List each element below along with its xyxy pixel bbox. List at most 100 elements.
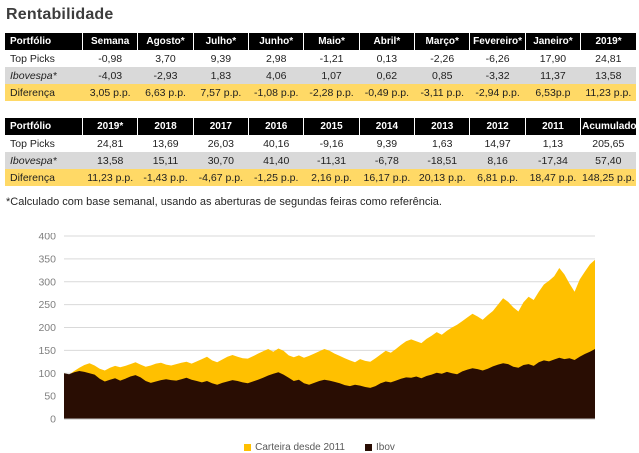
value-cell: 4,06 xyxy=(248,67,304,84)
column-header: 2012 xyxy=(469,118,526,135)
legend-item: Carteira desde 2011 xyxy=(244,442,345,453)
value-cell: 1,07 xyxy=(303,67,360,84)
column-header: Portfólio xyxy=(5,118,83,135)
value-cell: 0,13 xyxy=(359,50,415,67)
column-header: 2018 xyxy=(137,118,194,135)
value-cell: -2,94 p.p. xyxy=(469,84,526,101)
value-cell: -1,21 xyxy=(303,50,360,67)
column-header: Janeiro* xyxy=(524,33,581,50)
column-header: 2017 xyxy=(192,118,249,135)
value-cell: 18,47 p.p. xyxy=(525,169,581,186)
value-cell: -3,32 xyxy=(469,67,526,84)
column-header: 2011 xyxy=(524,118,581,135)
column-header: 2015 xyxy=(303,118,360,135)
value-cell: -3,11 p.p. xyxy=(414,84,470,101)
value-cell: 11,37 xyxy=(525,67,581,84)
y-axis-tick-label: 250 xyxy=(38,299,56,311)
value-cell: 2,98 xyxy=(248,50,304,67)
value-cell: 1,83 xyxy=(193,67,249,84)
value-cell: 11,23 p.p. xyxy=(82,169,138,186)
yearly-performance-table: Portfólio 2019* 2018 2017 2016 2015 2014 2013 20… xyxy=(5,118,636,186)
y-axis-tick-label: 200 xyxy=(38,322,56,334)
value-cell: 11,23 p.p. xyxy=(580,84,636,101)
value-cell: -11,31 xyxy=(303,152,360,169)
legend-swatch-icon xyxy=(364,444,372,451)
calculation-footnote: *Calculado com base semanal, usando as a… xyxy=(6,196,442,208)
value-cell: -18,51 xyxy=(414,152,470,169)
page-title: Rentabilidade xyxy=(6,6,114,23)
value-cell: -9,16 xyxy=(303,135,360,152)
table-row: Top Picks 24,81 13,69 26,03 40,16 -9,16 9,39 1,… xyxy=(5,135,636,152)
value-cell: 7,57 p.p. xyxy=(193,84,249,101)
value-cell: 0,62 xyxy=(359,67,415,84)
column-header: 2016 xyxy=(248,118,304,135)
legend-label: Ibov xyxy=(375,442,395,453)
table-row: Top Picks -0,98 3,70 9,39 2,98 -1,21 0,13 -2,26… xyxy=(5,50,636,67)
column-header: 2014 xyxy=(358,118,415,135)
monthly-performance-table: Portfólio Semana Agosto* Julho* Junho* Maio* A… xyxy=(5,33,636,101)
ibov-area-series xyxy=(64,349,595,419)
value-cell: -2,28 p.p. xyxy=(303,84,360,101)
value-cell: 14,97 xyxy=(469,135,526,152)
table-header-row: Portfólio Semana Agosto* Julho* Junho* Maio* A… xyxy=(5,33,636,50)
value-cell: 6,63 p.p. xyxy=(137,84,194,101)
row-label: Top Picks xyxy=(5,135,83,152)
value-cell: 9,39 xyxy=(359,135,415,152)
value-cell: 15,11 xyxy=(137,152,194,169)
value-cell: -2,26 xyxy=(414,50,470,67)
value-cell: -1,43 p.p. xyxy=(137,169,194,186)
value-cell: -6,26 xyxy=(469,50,526,67)
row-label: Ibovespa* xyxy=(5,152,83,169)
row-label: Diferença xyxy=(5,84,83,101)
column-header: Acumulado xyxy=(580,118,636,135)
legend-swatch-icon xyxy=(244,444,252,451)
value-cell: 16,17 p.p. xyxy=(359,169,415,186)
value-cell: 3,05 p.p. xyxy=(82,84,138,101)
column-header: 2013 xyxy=(414,118,470,135)
value-cell: -2,93 xyxy=(137,67,194,84)
value-cell: 20,13 p.p. xyxy=(414,169,470,186)
column-header: Agosto* xyxy=(137,33,194,50)
y-axis-tick-label: 0 xyxy=(50,414,56,426)
value-cell: 41,40 xyxy=(248,152,304,169)
value-cell: -4,03 xyxy=(82,67,138,84)
y-axis-tick-label: 350 xyxy=(38,253,56,265)
area-chart-canvas: 0 50 100 150 200 250 300 350 400 xyxy=(38,231,595,426)
legend-label: Carteira desde 2011 xyxy=(255,442,345,453)
value-cell: 24,81 xyxy=(580,50,636,67)
column-header: Julho* xyxy=(192,33,249,50)
column-header: 2019* xyxy=(580,33,636,50)
value-cell: 13,69 xyxy=(137,135,194,152)
value-cell: 3,70 xyxy=(137,50,194,67)
value-cell: 9,39 xyxy=(193,50,249,67)
value-cell: -4,67 p.p. xyxy=(193,169,249,186)
table-row: Diferença 3,05 p.p. 6,63 p.p. 7,57 p.p. -1,0… xyxy=(5,84,636,101)
value-cell: 6,53p.p xyxy=(525,84,581,101)
value-cell: 1,13 xyxy=(525,135,581,152)
value-cell: -0,98 xyxy=(82,50,138,67)
column-header: Portfólio xyxy=(5,33,83,50)
column-header: Junho* xyxy=(248,33,304,50)
value-cell: 8,16 xyxy=(469,152,526,169)
table-row: Ibovespa* -4,03 -2,93 1,83 4,06 1,07 0,62 0,85-… xyxy=(5,67,636,84)
value-cell: 26,03 xyxy=(193,135,249,152)
y-axis-tick-label: 50 xyxy=(44,391,56,403)
value-cell: 1,63 xyxy=(414,135,470,152)
value-cell: 148,25 p.p. xyxy=(580,169,636,186)
value-cell: -17,34 xyxy=(525,152,581,169)
value-cell: 13,58 xyxy=(82,152,138,169)
value-cell: -6,78 xyxy=(359,152,415,169)
column-header: Fevereiro* xyxy=(469,33,526,50)
value-cell: -0,49 p.p. xyxy=(359,84,415,101)
y-axis-tick-label: 100 xyxy=(38,368,56,380)
column-header: Abril* xyxy=(358,33,415,50)
value-cell: 0,85 xyxy=(414,67,470,84)
y-axis-tick-label: 150 xyxy=(38,345,56,357)
column-header: 2019* xyxy=(81,118,138,135)
value-cell: 30,70 xyxy=(193,152,249,169)
row-label: Top Picks xyxy=(5,50,83,67)
row-label: Ibovespa* xyxy=(5,67,83,84)
legend-item: Ibov xyxy=(364,442,395,453)
value-cell: 40,16 xyxy=(248,135,304,152)
